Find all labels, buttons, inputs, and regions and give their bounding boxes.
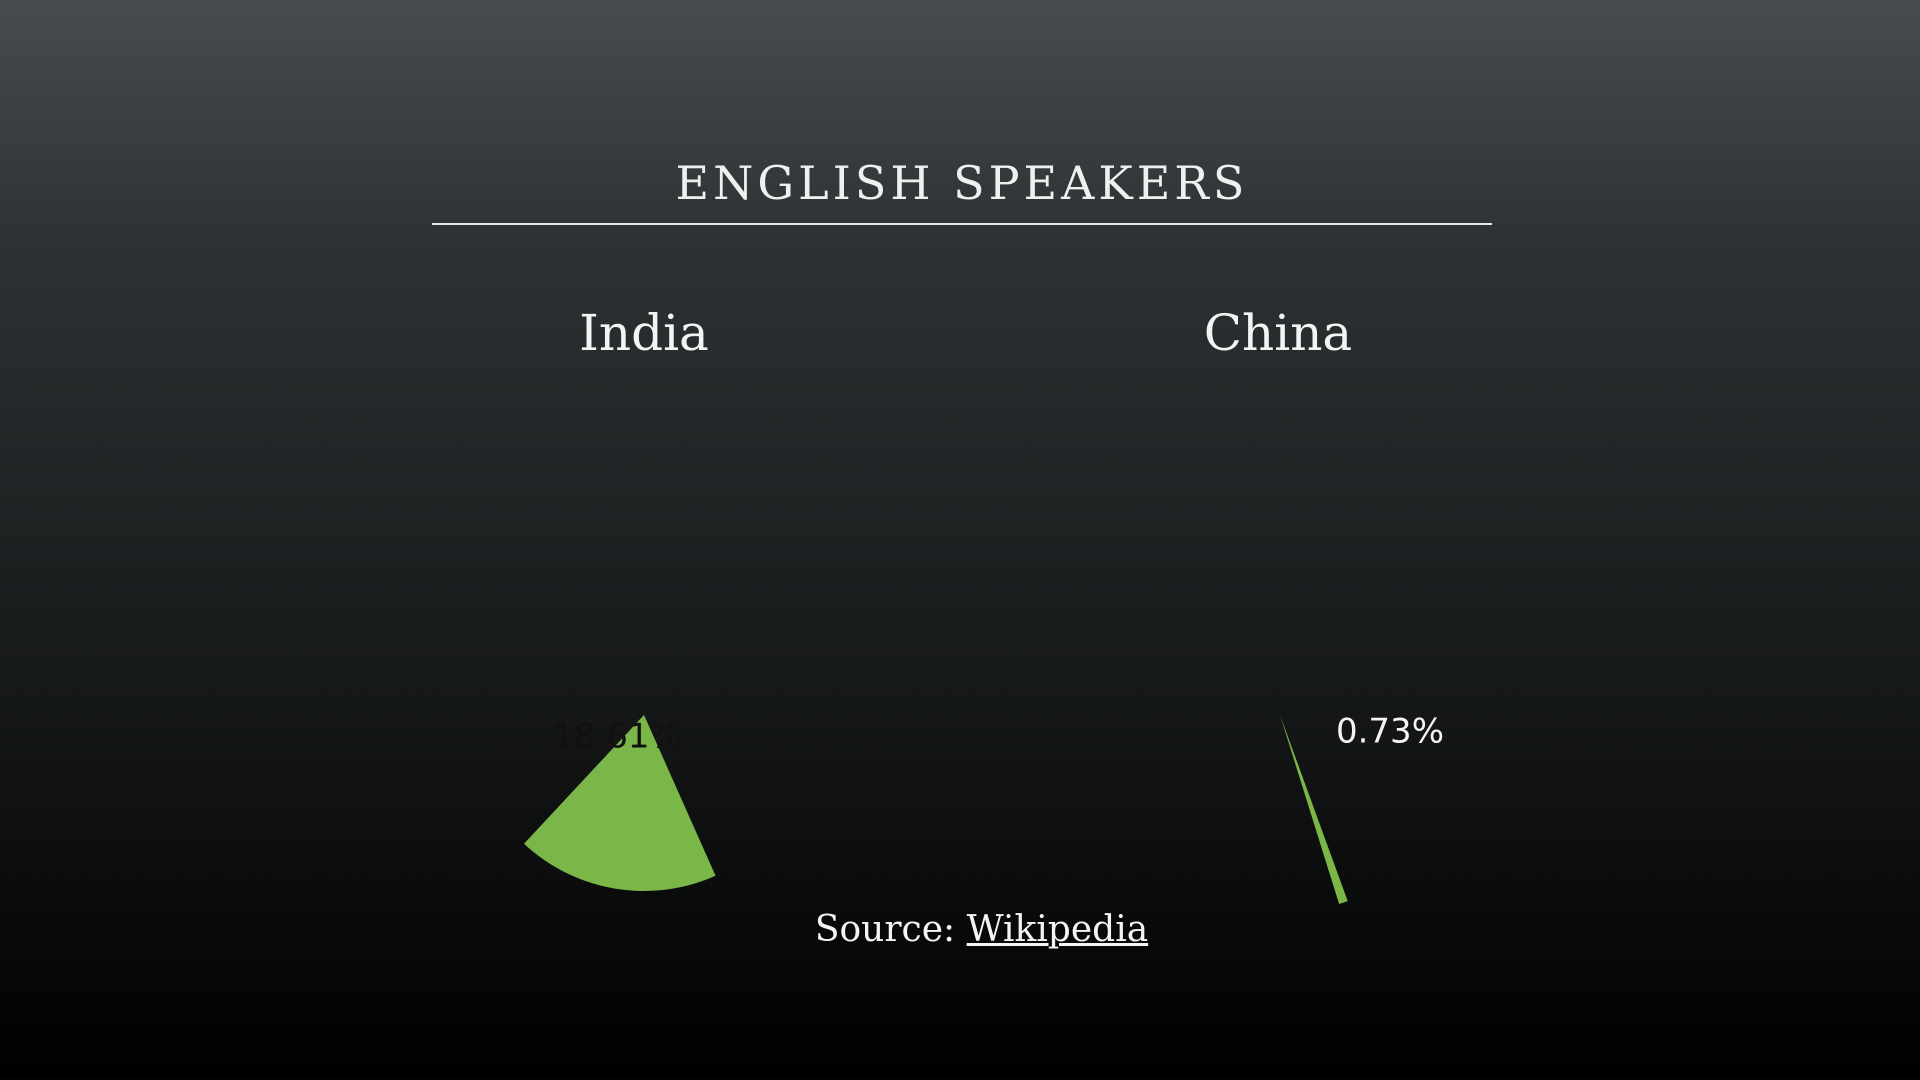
pie-slice-india (523, 715, 716, 891)
source-link[interactable]: Wikipedia (966, 909, 1149, 950)
data-label-india: 18.61% (552, 717, 682, 757)
title-divider (432, 223, 1492, 225)
data-label-china: 0.73% (1336, 712, 1444, 752)
chart-title-india: India (579, 304, 709, 362)
source-prefix: Source: (814, 909, 956, 950)
source-line: Source: Wikipedia (0, 912, 1920, 948)
slide-title: ENGLISH SPEAKERS (675, 156, 1249, 210)
chart-title-china: China (1203, 304, 1353, 362)
pie-slice-china (1280, 714, 1348, 904)
